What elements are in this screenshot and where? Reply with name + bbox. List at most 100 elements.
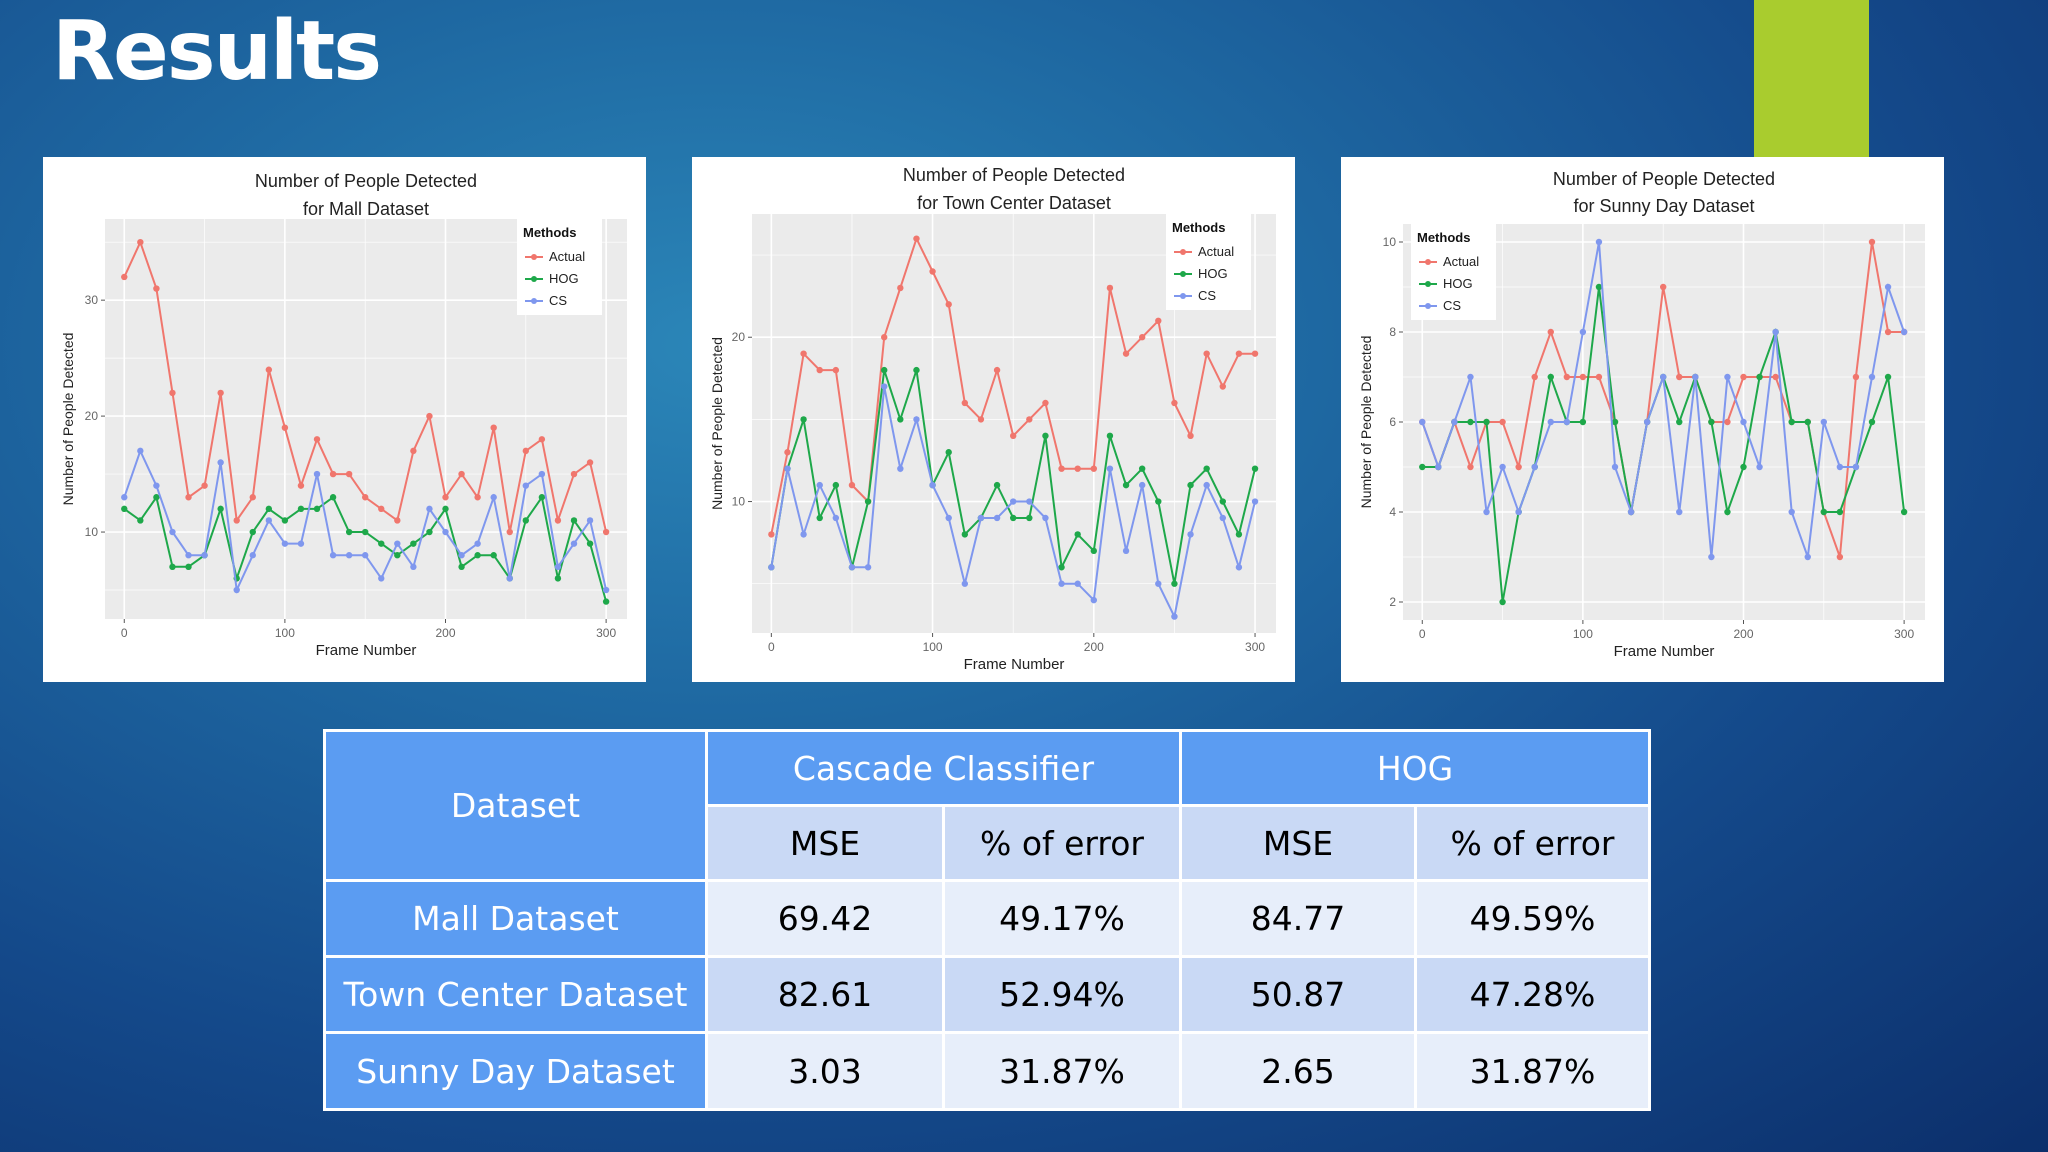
data-point-actual xyxy=(378,505,385,513)
data-point-hog xyxy=(1009,514,1017,522)
data-point-cs xyxy=(1627,508,1635,516)
data-point-hog xyxy=(1171,580,1178,587)
y-tick-label: 4 xyxy=(1389,505,1396,519)
data-point-actual xyxy=(816,366,823,374)
y-tick-label: 8 xyxy=(1389,325,1396,339)
data-point-cs xyxy=(1579,328,1587,336)
data-point-actual xyxy=(1852,373,1860,381)
data-point-actual xyxy=(329,470,337,478)
data-point-cs xyxy=(1740,418,1747,426)
data-point-actual xyxy=(977,416,985,423)
data-point-cs xyxy=(474,540,481,547)
x-tick-label: 200 xyxy=(1084,640,1104,654)
legend-key-point xyxy=(531,298,537,304)
y-axis-label: Number of People Detected xyxy=(60,333,76,506)
data-point-hog xyxy=(1106,432,1114,440)
data-point-hog xyxy=(249,528,256,536)
table-cell: 47.28% xyxy=(1414,955,1651,1034)
legend-key-point xyxy=(531,254,537,260)
data-point-cs xyxy=(1419,418,1426,426)
chart-legend: Methods Actual HOG CS xyxy=(1166,214,1251,310)
data-point-cs xyxy=(490,494,497,501)
data-point-cs xyxy=(426,505,433,513)
data-point-hog xyxy=(458,563,465,571)
data-point-actual xyxy=(570,470,578,478)
data-point-actual xyxy=(1499,418,1506,426)
data-point-cs xyxy=(1756,463,1763,471)
data-point-cs xyxy=(313,470,321,478)
data-point-hog xyxy=(1868,418,1876,426)
data-point-actual xyxy=(233,517,240,524)
legend-label: CS xyxy=(1198,288,1216,303)
data-point-hog xyxy=(378,540,385,547)
data-point-hog xyxy=(1740,463,1747,471)
data-point-hog xyxy=(1595,283,1603,291)
data-point-actual xyxy=(1884,328,1892,336)
data-point-hog xyxy=(522,517,530,524)
data-point-hog xyxy=(1724,508,1731,516)
legend-label: CS xyxy=(1443,298,1461,313)
data-point-cs xyxy=(1187,531,1194,538)
data-point-actual xyxy=(458,470,465,478)
data-point-hog xyxy=(265,505,273,513)
data-point-cs xyxy=(201,552,208,559)
data-point-actual xyxy=(602,528,610,536)
data-point-cs xyxy=(881,383,888,390)
data-point-cs xyxy=(1251,498,1259,505)
data-point-actual xyxy=(490,424,497,431)
data-point-cs xyxy=(378,575,385,582)
table-row: Mall Dataset 69.42 49.17% 84.77 49.59% xyxy=(323,879,1651,958)
data-point-hog xyxy=(426,528,433,536)
hog-mse-header: MSE xyxy=(1179,804,1417,882)
cascade-error-header: % of error xyxy=(942,804,1182,882)
data-point-hog xyxy=(1483,418,1490,426)
data-point-cs xyxy=(864,564,872,571)
data-point-hog xyxy=(993,481,1001,489)
data-point-hog xyxy=(1219,498,1226,505)
results-table: Dataset Cascade Classifier HOG MSE % of … xyxy=(323,729,1651,1111)
data-point-actual xyxy=(153,285,160,292)
legend-label: Actual xyxy=(549,249,585,264)
data-point-hog xyxy=(1155,498,1162,505)
data-point-actual xyxy=(1676,373,1683,381)
data-point-actual xyxy=(281,424,289,431)
data-point-actual xyxy=(1219,383,1226,390)
data-point-cs xyxy=(913,416,920,423)
data-point-hog xyxy=(1820,508,1828,516)
legend-label: CS xyxy=(549,293,567,308)
data-point-actual xyxy=(848,481,856,489)
legend-key-point xyxy=(1180,271,1186,277)
data-point-actual xyxy=(474,494,481,501)
data-point-cs xyxy=(1219,514,1226,522)
chart-title: for Town Center Dataset xyxy=(917,193,1111,213)
data-point-actual xyxy=(1467,463,1474,471)
data-point-hog xyxy=(1676,418,1683,426)
data-point-hog xyxy=(169,563,176,571)
data-point-cs xyxy=(1090,596,1098,604)
data-point-actual xyxy=(345,470,353,478)
data-point-actual xyxy=(442,494,449,501)
data-point-cs xyxy=(297,540,305,547)
data-point-actual xyxy=(1074,465,1081,472)
data-point-actual xyxy=(522,447,530,455)
data-point-actual xyxy=(1251,350,1259,357)
data-point-hog xyxy=(1419,463,1426,471)
data-point-actual xyxy=(1740,373,1747,381)
data-point-actual xyxy=(1106,284,1114,292)
data-point-actual xyxy=(1563,373,1571,381)
y-tick-label: 20 xyxy=(85,409,99,423)
data-point-actual xyxy=(1772,373,1779,381)
data-point-hog xyxy=(1187,481,1194,489)
legend-label: Actual xyxy=(1443,254,1479,269)
y-tick-label: 20 xyxy=(732,330,746,344)
data-point-actual xyxy=(506,528,513,536)
data-point-cs xyxy=(945,514,952,522)
data-point-cs xyxy=(1074,580,1081,587)
data-point-cs xyxy=(345,552,353,559)
data-point-hog xyxy=(490,552,497,559)
data-point-hog xyxy=(1499,598,1506,606)
cascade-mse-header: MSE xyxy=(705,804,945,882)
x-tick-label: 300 xyxy=(1245,640,1265,654)
data-point-cs xyxy=(121,494,128,501)
data-point-hog xyxy=(297,505,305,513)
